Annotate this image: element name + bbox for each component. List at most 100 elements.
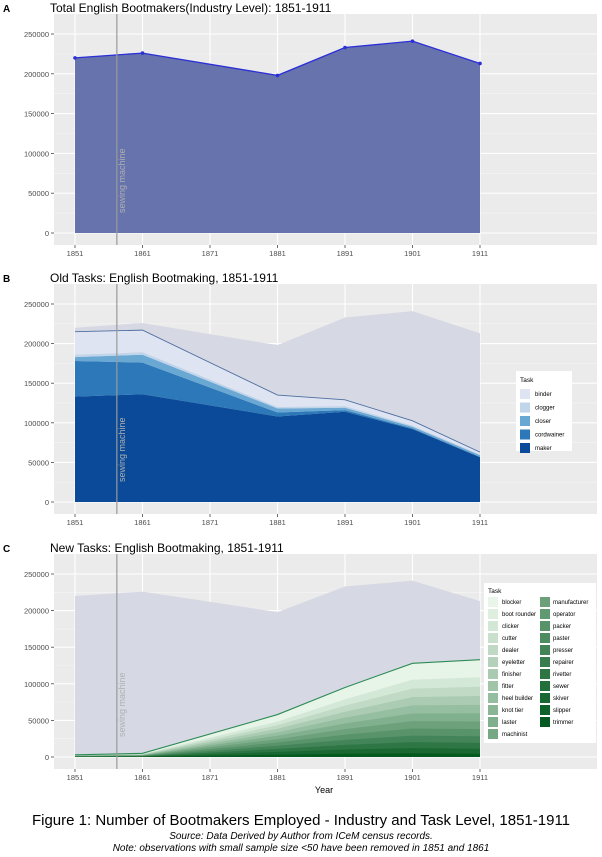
x-tick-label: 1891 bbox=[337, 518, 354, 527]
new-total-line bbox=[74, 659, 481, 756]
x-tick-label: 1901 bbox=[404, 773, 421, 782]
y-tick-label: 50000 bbox=[28, 458, 49, 467]
total-line bbox=[74, 40, 481, 77]
legend-swatch-binder bbox=[520, 389, 530, 399]
y-tick-label: 200000 bbox=[24, 607, 49, 616]
y-tick-label: 250000 bbox=[24, 30, 49, 39]
legend-title: Task bbox=[520, 377, 534, 384]
x-tick-label: 1901 bbox=[404, 518, 421, 527]
data-point bbox=[73, 56, 77, 60]
legend-swatch-skiver bbox=[540, 693, 550, 703]
y-tick-label: 150000 bbox=[24, 643, 49, 652]
legend-label-knot-tier: knot tier bbox=[502, 708, 523, 714]
x-tick-label: 1871 bbox=[202, 518, 219, 527]
legend-label-repairer: repairer bbox=[553, 660, 574, 666]
x-tick-label: 1911 bbox=[472, 773, 488, 782]
legend-swatch-clogger bbox=[520, 402, 530, 413]
y-tick-label: 250000 bbox=[24, 300, 49, 309]
panel-b: 0 50000 100000 150000 200000 250000 1851 1861 18… bbox=[3, 271, 597, 527]
legend-swatch-manufacturer bbox=[540, 597, 550, 607]
legend-swatch-rivetter bbox=[540, 669, 550, 679]
legend-swatch-repairer bbox=[540, 657, 550, 667]
legend-label-closer: closer bbox=[535, 419, 551, 425]
panel-letter: A bbox=[3, 4, 10, 15]
data-point bbox=[275, 73, 280, 78]
legend-label-packer: packer bbox=[553, 624, 571, 630]
y-tick-label: 100000 bbox=[24, 149, 49, 158]
panel-c: 0 50000 100000 150000 200000 250000 1851 1861 18… bbox=[3, 541, 597, 795]
x-axis-label: Year bbox=[315, 785, 333, 795]
legend-label-skiver: skiver bbox=[553, 696, 569, 702]
legend-swatch-cutter bbox=[488, 633, 498, 643]
y-tick-label: 50000 bbox=[28, 189, 49, 198]
legend-swatch-finisher bbox=[488, 669, 498, 679]
figure-caption-source: Source: Data Derived by Author from ICeM… bbox=[169, 831, 433, 842]
x-tick-label: 1881 bbox=[269, 773, 286, 782]
x-tick-label: 1851 bbox=[67, 249, 84, 258]
legend-swatch-dealer bbox=[488, 645, 498, 655]
y-tick-label: 200000 bbox=[24, 70, 49, 79]
legend-title: Task bbox=[488, 588, 502, 595]
sewing-machine-annotation: sewing machine bbox=[117, 148, 127, 213]
legend-label-cordwainer: cordwainer bbox=[535, 433, 564, 439]
x-tick-label: 1851 bbox=[67, 518, 84, 527]
sewing-machine-annotation: sewing machine bbox=[117, 672, 127, 737]
data-point bbox=[140, 51, 145, 55]
legend-swatch-paster bbox=[540, 633, 550, 643]
x-tick-label: 1861 bbox=[134, 773, 151, 782]
panel-letter: C bbox=[3, 544, 10, 555]
x-tick-label: 1881 bbox=[269, 249, 286, 258]
legend-swatch-packer bbox=[540, 621, 550, 631]
x-tick-label: 1851 bbox=[67, 773, 84, 782]
x-tick-label: 1871 bbox=[202, 773, 219, 782]
x-tick-label: 1871 bbox=[202, 249, 219, 258]
data-point bbox=[343, 45, 347, 50]
x-tick-label: 1881 bbox=[269, 518, 286, 527]
data-point bbox=[410, 39, 415, 43]
panel-title: Old Tasks: English Bootmaking, 1851-1911 bbox=[50, 271, 279, 285]
y-tick-label: 100000 bbox=[24, 419, 49, 428]
y-tick-label: 100000 bbox=[24, 680, 49, 689]
y-tick-label: 50000 bbox=[28, 716, 49, 725]
legend-label-cutter: cutter bbox=[502, 636, 517, 642]
figure-caption-note: Note: observations with small sample siz… bbox=[112, 843, 490, 854]
legend-swatch-eyeletter bbox=[488, 657, 498, 667]
task-layer bbox=[75, 753, 480, 757]
legend-label-presser: presser bbox=[553, 648, 573, 654]
legend-label-binder: binder bbox=[535, 392, 552, 398]
legend-swatch-operator bbox=[540, 609, 550, 619]
legend-label-maker: maker bbox=[535, 446, 552, 452]
old-total-line bbox=[74, 329, 481, 453]
area-binder bbox=[75, 330, 480, 455]
x-tick-label: 1901 bbox=[404, 249, 421, 258]
legend-label-dealer: dealer bbox=[502, 648, 519, 654]
figure-caption-title: Figure 1: Number of Bootmakers Employed … bbox=[31, 812, 571, 829]
legend-swatch-closer bbox=[520, 416, 530, 426]
legend: Task binder clogger closer cordwainer maker bbox=[516, 371, 572, 453]
legend-label-finisher: finisher bbox=[502, 672, 521, 678]
panel-title: Total English Bootmakers(Industry Level)… bbox=[50, 1, 332, 15]
legend-label-paster: paster bbox=[553, 636, 570, 642]
y-tick-label: 250000 bbox=[24, 570, 49, 579]
y-tick-label: 200000 bbox=[24, 340, 49, 349]
legend-swatch-machinist bbox=[488, 729, 498, 739]
legend-label-clicker: clicker bbox=[502, 624, 519, 630]
legend-swatch-laster bbox=[488, 717, 498, 727]
legend-swatch-blocker bbox=[488, 597, 498, 607]
x-tick-label: 1861 bbox=[134, 249, 151, 258]
x-tick-label: 1891 bbox=[337, 249, 354, 258]
legend-label-fitter: fitter bbox=[502, 684, 514, 690]
legend-swatch-presser bbox=[540, 645, 550, 655]
legend-label-heel-builder: heel builder bbox=[502, 696, 533, 702]
legend-label-sewer: sewer bbox=[553, 684, 569, 690]
y-tick-label: 0 bbox=[45, 229, 49, 238]
legend-swatch-fitter bbox=[488, 681, 498, 691]
legend-swatch-heel-builder bbox=[488, 693, 498, 703]
legend-label-trimmer: trimmer bbox=[553, 720, 573, 726]
total-area bbox=[75, 41, 480, 233]
x-tick-label: 1911 bbox=[472, 249, 488, 258]
legend-label-machinist: machinist bbox=[502, 732, 528, 738]
y-tick-label: 0 bbox=[45, 498, 49, 507]
